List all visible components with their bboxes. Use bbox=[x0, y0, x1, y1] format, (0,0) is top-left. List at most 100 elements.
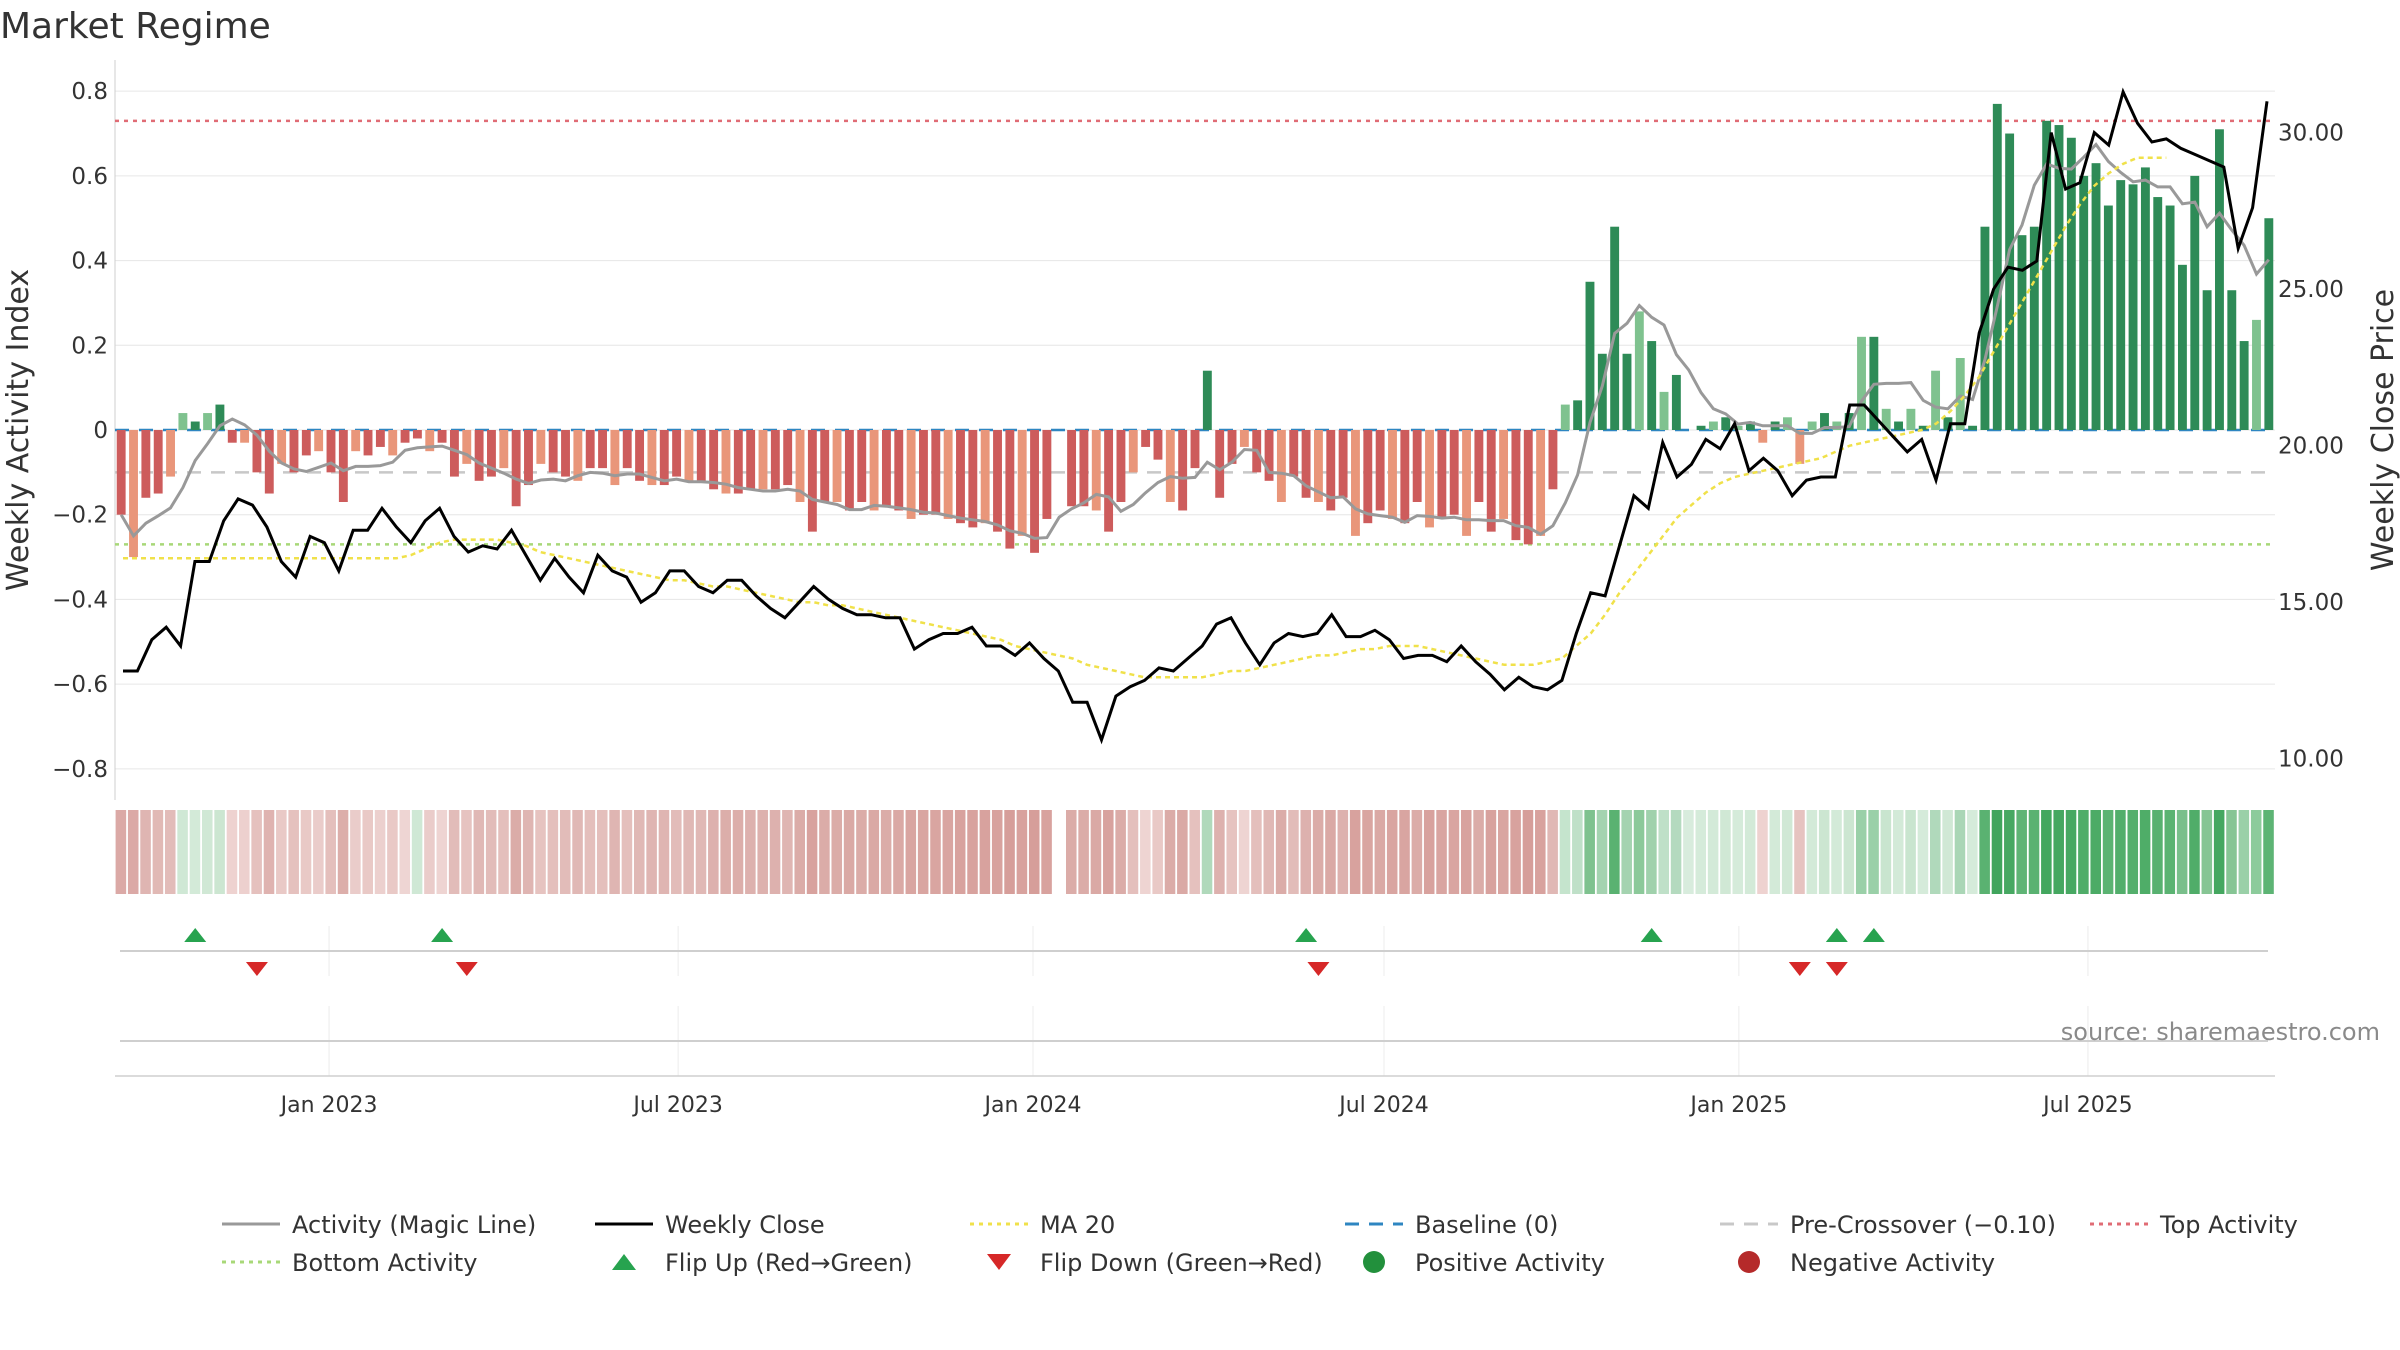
legend-item-top: Top Activity bbox=[2090, 1211, 2298, 1239]
legend: Activity (Magic Line) Weekly Close MA 20 Ba… bbox=[222, 1211, 2298, 1277]
regime-cell bbox=[856, 810, 867, 894]
activity-bar bbox=[1227, 430, 1237, 464]
activity-bar bbox=[561, 430, 570, 477]
regime-cell bbox=[1572, 810, 1583, 894]
activity-bar bbox=[758, 430, 768, 490]
source-label: source: sharemaestro.com bbox=[2061, 1018, 2380, 1046]
regime-cell bbox=[621, 810, 633, 894]
activity-bar bbox=[326, 430, 336, 473]
activity-bar bbox=[1573, 400, 1583, 430]
activity-bar bbox=[2079, 175, 2089, 430]
x-axis-ticks: Jan 2023 Jul 2023 Jan 2024 Jul 2024 Jan 2025… bbox=[279, 1093, 2133, 1118]
legend-label: Top Activity bbox=[2159, 1211, 2298, 1239]
activity-bar bbox=[1462, 430, 1471, 536]
regime-cell bbox=[671, 810, 682, 894]
regime-cell bbox=[1498, 810, 1509, 894]
activity-bar bbox=[1622, 353, 1632, 430]
regime-cell bbox=[2189, 810, 2200, 894]
regime-cell bbox=[1362, 810, 1373, 894]
regime-cell bbox=[300, 810, 312, 894]
activity-bar bbox=[1634, 311, 1644, 430]
activity-bar bbox=[919, 430, 928, 515]
activity-bar bbox=[783, 430, 793, 486]
activity-bar bbox=[709, 430, 719, 490]
regime-cell bbox=[2065, 810, 2077, 894]
left-tick-label: 0.4 bbox=[71, 249, 108, 275]
regime-cell bbox=[1349, 810, 1361, 894]
activity-bar bbox=[1400, 430, 1410, 524]
regime-cell bbox=[2250, 810, 2262, 894]
regime-cell bbox=[436, 810, 448, 894]
regime-cell bbox=[411, 810, 423, 894]
activity-bar bbox=[1980, 226, 1990, 430]
activity-bar bbox=[894, 430, 904, 511]
activity-bar bbox=[2177, 264, 2187, 430]
activity-bar bbox=[1523, 430, 1533, 545]
activity-bar bbox=[1351, 430, 1360, 536]
activity-bar bbox=[1597, 353, 1607, 430]
right-axis-title: Weekly Close Price bbox=[2366, 289, 2400, 571]
regime-cell bbox=[1016, 810, 1028, 894]
regime-cell bbox=[1658, 810, 1669, 894]
regime-cell bbox=[251, 810, 262, 894]
regime-cell bbox=[1880, 810, 1892, 894]
activity-bar bbox=[585, 430, 595, 469]
activity-bar bbox=[1906, 408, 1916, 430]
flip-down-marker bbox=[245, 962, 268, 976]
activity-bar bbox=[622, 430, 632, 469]
regime-cell bbox=[1386, 810, 1398, 894]
regime-cell bbox=[646, 810, 657, 894]
right-tick-label: 25.00 bbox=[2278, 277, 2344, 303]
activity-bar bbox=[2190, 175, 2200, 430]
activity-bar bbox=[968, 430, 978, 528]
legend-item-flipup: Flip Up (Red→Green) bbox=[612, 1249, 913, 1277]
regime-cell bbox=[1066, 810, 1077, 894]
regime-cell bbox=[1436, 810, 1447, 894]
right-axis-ticks: 10.00 15.00 20.00 25.00 30.00 bbox=[2278, 121, 2344, 773]
legend-label: Negative Activity bbox=[1790, 1249, 1995, 1277]
legend-item-activity: Activity (Magic Line) bbox=[222, 1211, 536, 1239]
activity-bar bbox=[1412, 430, 1422, 502]
regime-cell bbox=[325, 810, 336, 894]
activity-bar bbox=[203, 413, 213, 430]
regime-cell bbox=[1991, 810, 2003, 894]
regime-cell bbox=[1535, 810, 1546, 894]
legend-item-bottom: Bottom Activity bbox=[222, 1249, 477, 1277]
flip-markers-panel bbox=[120, 926, 2268, 976]
regime-cell bbox=[2127, 810, 2139, 894]
regime-cell bbox=[757, 810, 768, 894]
reference-lines bbox=[115, 119, 2275, 546]
legend-label: Bottom Activity bbox=[292, 1249, 477, 1277]
activity-bar bbox=[2239, 341, 2249, 430]
activity-bar bbox=[363, 430, 373, 456]
regime-cell bbox=[2213, 810, 2225, 894]
activity-bar bbox=[598, 430, 607, 469]
regime-cell bbox=[769, 810, 781, 894]
right-tick-label: 15.00 bbox=[2278, 590, 2344, 616]
x-tick-label: Jan 2025 bbox=[1688, 1093, 1787, 1118]
activity-bar bbox=[425, 430, 435, 452]
regime-cell bbox=[634, 810, 645, 894]
legend-swatch bbox=[987, 1254, 1011, 1270]
price-lines bbox=[119, 87, 2270, 745]
activity-bar bbox=[301, 430, 311, 456]
regime-cell bbox=[794, 810, 805, 894]
regime-cell bbox=[1053, 810, 1065, 894]
legend-label: Activity (Magic Line) bbox=[292, 1211, 536, 1239]
right-tick-label: 10.00 bbox=[2278, 747, 2344, 773]
regime-cell bbox=[991, 810, 1003, 894]
activity-bar bbox=[227, 430, 237, 443]
regime-cell bbox=[2263, 810, 2274, 894]
regime-cell bbox=[1004, 810, 1015, 894]
regime-cell bbox=[2016, 810, 2027, 894]
left-tick-label: 0.8 bbox=[71, 79, 108, 105]
left-tick-label: 0 bbox=[93, 418, 108, 444]
legend-swatch bbox=[1738, 1251, 1760, 1273]
activity-bar bbox=[141, 430, 151, 498]
activity-bar bbox=[1313, 430, 1323, 502]
activity-bar bbox=[746, 430, 756, 490]
activity-bars bbox=[116, 103, 2274, 558]
regime-cell bbox=[2164, 810, 2176, 894]
activity-bar bbox=[1499, 430, 1509, 519]
activity-bar bbox=[1585, 281, 1595, 430]
